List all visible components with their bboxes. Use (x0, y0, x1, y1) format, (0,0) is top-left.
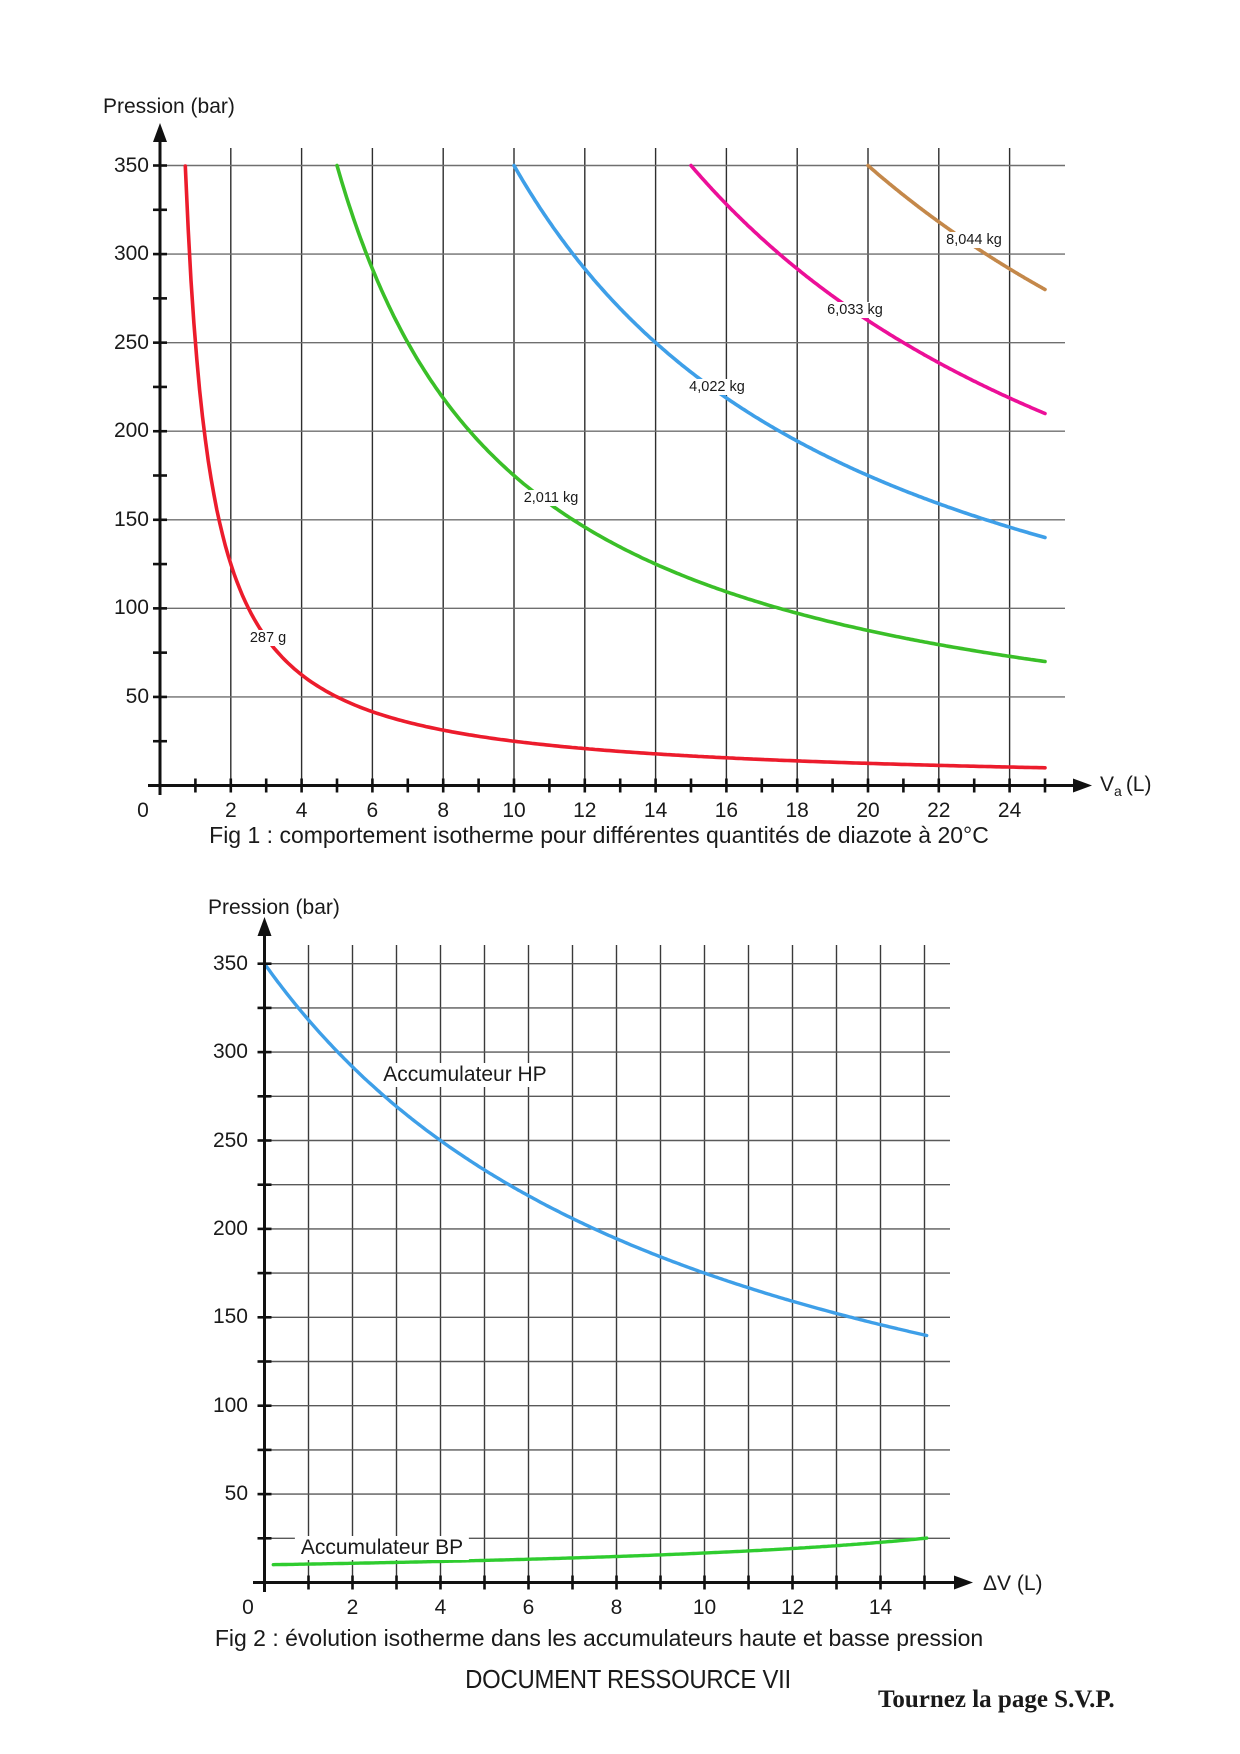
fig1-series-label-2: 4,022 kg (686, 379, 748, 395)
fig1-caption: Fig 1 : comportement isotherme pour diff… (209, 822, 989, 848)
fig1-y-tick-label: 50 (125, 685, 149, 708)
fig1-series-label-0: 287 g (246, 630, 290, 646)
fig1-x-axis-title-main: V (1100, 773, 1115, 796)
fig1-curve-0 (183, 164, 1047, 770)
fig1-x-tick-label: 24 (997, 799, 1022, 822)
fig1-y-tick-label: 150 (113, 508, 149, 531)
fig2-x-axis-title: ΔV (L) (983, 1572, 1043, 1595)
fig1-x-tick-label: 10 (502, 799, 526, 822)
fig1-series-label-4: 8,044 kg (943, 232, 1005, 248)
fig1-x-tick-label: 18 (785, 799, 809, 822)
fig1-y-axis-title: Pression (bar) (103, 95, 235, 118)
fig1-series-label-1: 2,011 kg (520, 490, 582, 506)
axis-arrowhead (954, 1575, 973, 1590)
axis-arrowhead (1073, 778, 1092, 793)
fig2-x-tick-label: 0 (242, 1596, 254, 1619)
fig1-y-tick-label: 200 (113, 419, 149, 442)
fig1-x-tick-label: 0 (137, 799, 149, 822)
axis-arrowhead (257, 917, 272, 936)
fig1-y-tick-label: 100 (113, 596, 149, 619)
fig1-y-tick-label: 250 (113, 331, 149, 354)
axis-arrowhead (153, 123, 167, 142)
fig1-curve-1 (335, 163, 1047, 664)
fig2-x-tick-label: 8 (610, 1596, 623, 1619)
fig1-x-axis-title-sub: a (1114, 783, 1122, 799)
fig2-y-tick-label: 150 (212, 1305, 248, 1328)
fig2-y-tick-label: 350 (212, 952, 248, 975)
fig2-x-tick-label: 14 (868, 1596, 893, 1619)
fig2-x-tick-label: 12 (780, 1596, 805, 1619)
fig1-x-tick-label: 12 (573, 799, 597, 822)
footer-tournez-la-page: Tournez la page S.V.P. (878, 1686, 1115, 1713)
fig2-curve-0 (262, 962, 929, 1338)
fig2-series-label-0: Accumulateur HP (377, 1063, 553, 1087)
fig2-caption: Fig 2 : évolution isotherme dans les acc… (214, 1625, 984, 1651)
fig1-x-tick-label: 14 (643, 799, 668, 822)
fig2-y-tick-label: 200 (212, 1217, 248, 1240)
fig1-x-axis-title-unit: (L) (1125, 773, 1152, 796)
fig1-x-tick-label: 8 (437, 799, 450, 822)
fig2-x-tick-label: 10 (692, 1596, 717, 1619)
fig1-x-axis-title: Va (L) (1100, 773, 1151, 799)
fig2-y-tick-label: 100 (212, 1394, 248, 1417)
fig1-x-tick-label: 16 (714, 799, 739, 822)
fig1-curve-2 (512, 163, 1047, 540)
fig2-y-axis-title: Pression (bar) (208, 896, 340, 919)
fig2-x-tick-label: 6 (522, 1596, 535, 1619)
fig1-x-tick-label: 2 (224, 799, 237, 822)
fig2-y-tick-label: 50 (224, 1482, 248, 1505)
footer-document-ressource: DOCUMENT RESSOURCE VII (465, 1664, 791, 1694)
fig2-curve-1 (271, 1536, 929, 1567)
fig1-y-tick-label: 350 (113, 154, 149, 177)
fig2-x-tick-label: 4 (434, 1596, 447, 1619)
fig1-curve-4 (866, 163, 1047, 292)
fig2-x-tick-label: 2 (346, 1596, 359, 1619)
fig1-x-tick-label: 4 (295, 799, 308, 822)
fig1-x-tick-label: 20 (856, 799, 880, 822)
fig1-y-tick-label: 300 (113, 242, 149, 265)
fig2-y-tick-label: 250 (212, 1129, 248, 1152)
fig2-series-label-1: Accumulateur BP (294, 1536, 470, 1560)
fig1-x-tick-label: 6 (366, 799, 379, 822)
fig1-curve-3 (689, 163, 1047, 416)
fig1-x-tick-label: 22 (927, 799, 951, 822)
fig2-y-tick-label: 300 (212, 1040, 248, 1063)
fig1-series-label-3: 6,033 kg (824, 302, 886, 318)
